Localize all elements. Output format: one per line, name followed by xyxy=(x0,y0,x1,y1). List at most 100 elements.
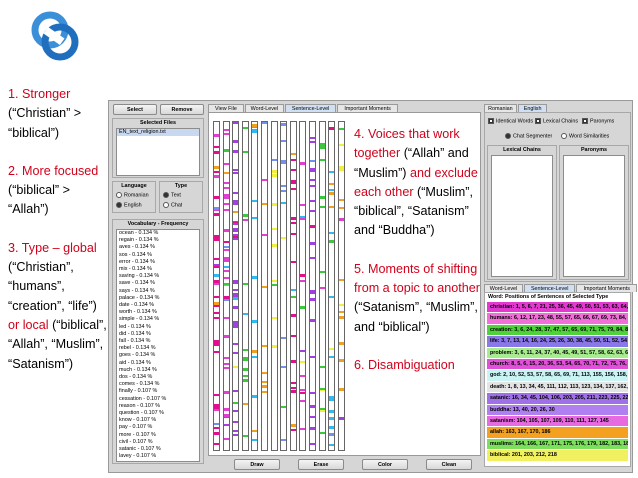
position-row[interactable]: death: 1, 8, 13, 34, 45, 111, 112, 113, … xyxy=(487,381,628,394)
sentence-mark xyxy=(223,241,229,243)
tab[interactable]: Important Moments xyxy=(576,284,638,292)
radio-label: Word Similarities xyxy=(569,133,610,140)
sentence-mark xyxy=(223,257,229,259)
sentence-mark xyxy=(223,229,229,232)
vocabulary-item[interactable]: did - 0.134 % xyxy=(119,330,151,337)
sentence-mark xyxy=(262,234,267,236)
vocabulary-item[interactable]: goes - 0.134 % xyxy=(119,352,156,359)
vocabulary-item[interactable]: more - 0.107 % xyxy=(119,431,156,438)
sentence-column xyxy=(309,121,316,451)
sentence-mark xyxy=(310,356,315,358)
radio-option[interactable]: Romanian xyxy=(116,192,149,198)
sentence-mark xyxy=(290,188,296,190)
vocabulary-item[interactable]: save - 0.134 % xyxy=(119,280,155,287)
radio-option[interactable]: Text xyxy=(163,192,181,198)
vocabulary-item[interactable]: fall - 0.134 % xyxy=(119,338,151,345)
vocabulary-item[interactable]: biblical - 0.107 % xyxy=(117,460,199,461)
vocabulary-item[interactable]: satanic - 0.107 % xyxy=(119,446,161,453)
button[interactable]: Erase xyxy=(298,459,344,470)
vocabulary-item[interactable]: mix - 0.134 % xyxy=(119,266,152,273)
vocabulary-item[interactable]: dos - 0.134 % xyxy=(119,374,153,381)
radio-option[interactable]: Chat Segmenter xyxy=(505,133,552,139)
vocabulary-item[interactable]: much - 0.134 % xyxy=(119,366,157,373)
checkbox-option[interactable]: Paronyms xyxy=(582,118,614,124)
tab[interactable]: Word-Level xyxy=(484,284,523,292)
position-row[interactable]: allah: 163, 167, 170, 186 xyxy=(487,427,628,439)
checkbox-option[interactable]: Identical Words xyxy=(488,118,533,124)
vocabulary-item[interactable]: pay - 0.107 % xyxy=(119,424,153,431)
position-row[interactable]: life: 3, 7, 13, 14, 16, 24, 25, 26, 30, … xyxy=(487,336,628,348)
vocabulary-item[interactable]: aid - 0.134 % xyxy=(119,359,151,366)
vocabulary-item[interactable]: comes - 0.134 % xyxy=(119,381,160,388)
tab[interactable]: Important Moments xyxy=(337,104,398,112)
sentence-mark xyxy=(271,203,277,206)
tab[interactable]: Romanian xyxy=(484,104,517,112)
button[interactable]: Clean xyxy=(426,459,472,470)
position-row[interactable]: muslims: 164, 166, 167, 171, 175, 176, 1… xyxy=(487,438,628,451)
checkbox-option[interactable]: Lexical Chains xyxy=(535,118,578,124)
vocabulary-item[interactable]: sos - 0.134 % xyxy=(119,251,152,258)
vocabulary-item[interactable]: date - 0.134 % xyxy=(119,302,155,309)
button[interactable]: Draw xyxy=(234,459,280,470)
sentence-mark xyxy=(223,391,229,394)
position-row[interactable]: biblical: 201, 203, 212, 218 xyxy=(487,450,628,462)
button[interactable]: Remove xyxy=(160,104,204,115)
sentence-column xyxy=(289,121,297,451)
position-row[interactable]: christian: 1, 5, 6, 7, 21, 25, 36, 45, 4… xyxy=(487,302,628,314)
position-row[interactable]: humans: 6, 12, 17, 23, 48, 55, 57, 65, 6… xyxy=(487,313,628,325)
tab[interactable]: English xyxy=(517,104,548,112)
vocabulary-item[interactable]: simple - 0.134 % xyxy=(119,316,160,323)
vocabulary-item[interactable]: aves - 0.134 % xyxy=(119,244,155,251)
position-row[interactable]: problem: 3, 6, 11, 24, 37, 40, 45, 49, 5… xyxy=(487,347,628,360)
vocabulary-item[interactable]: saving - 0.134 % xyxy=(119,273,160,280)
sentence-mark xyxy=(300,400,306,402)
button[interactable]: Select xyxy=(113,104,157,115)
vocabulary-item[interactable]: worth - 0.134 % xyxy=(119,309,157,316)
sentence-mark xyxy=(271,228,277,230)
button[interactable]: Color xyxy=(362,459,408,470)
sentence-mark xyxy=(214,274,219,277)
vocabulary-item[interactable]: lavey - 0.107 % xyxy=(119,453,157,460)
sentence-mark xyxy=(233,281,239,284)
vocabulary-item[interactable]: palace - 0.134 % xyxy=(119,294,160,301)
sentence-mark xyxy=(290,289,296,291)
radio-option[interactable]: Chat xyxy=(163,202,182,208)
tab[interactable]: View File xyxy=(208,104,244,112)
sentence-mark xyxy=(214,235,219,238)
file-item[interactable]: EN_text_religion.txt xyxy=(117,129,199,137)
sentence-mark xyxy=(223,187,229,189)
tab[interactable]: Word-Level xyxy=(244,104,284,112)
position-row[interactable]: creation: 3, 6, 24, 28, 37, 47, 57, 65, … xyxy=(487,324,628,337)
radio-option[interactable]: English xyxy=(116,202,142,208)
vocabulary-item[interactable]: error - 0.134 % xyxy=(119,258,155,265)
vocabulary-item[interactable]: regain - 0.134 % xyxy=(119,237,159,244)
vocabulary-item[interactable]: civil - 0.107 % xyxy=(119,438,153,445)
sentence-mark xyxy=(223,197,229,199)
sentence-mark xyxy=(242,214,248,217)
position-row[interactable]: buddha: 13, 40, 20, 26, 30 xyxy=(487,404,628,417)
note-highlight: 3. Type – global xyxy=(8,240,97,255)
vocabulary-item[interactable]: question - 0.107 % xyxy=(119,410,164,417)
sentence-mark xyxy=(223,317,229,319)
tab[interactable]: Sentence-Level xyxy=(284,104,337,112)
vocabulary-item[interactable]: cessation - 0.107 % xyxy=(119,395,167,402)
sentence-mark xyxy=(300,218,306,220)
sentence-canvas: 4. Voices that work together (“Allah” an… xyxy=(208,112,481,456)
vocabulary-item[interactable]: reason - 0.107 % xyxy=(119,402,161,409)
sentence-mark xyxy=(242,313,248,315)
tab[interactable]: Sentence-Level xyxy=(524,284,576,292)
position-row[interactable]: satanism: 104, 105, 107, 109, 110, 111, … xyxy=(487,416,628,428)
vocabulary-item[interactable]: led - 0.134 % xyxy=(119,323,151,330)
vocabulary-item[interactable]: ocean - 0.134 % xyxy=(119,230,159,236)
vocabulary-item[interactable]: says - 0.134 % xyxy=(119,287,155,294)
vocabulary-item[interactable]: know - 0.107 % xyxy=(119,417,157,424)
vocabulary-item[interactable]: finally - 0.107 % xyxy=(119,388,158,395)
vocabulary-item[interactable]: rebel - 0.134 % xyxy=(119,345,156,352)
position-row[interactable]: church: 8, 5, 6, 15, 20, 36, 53, 54, 65,… xyxy=(487,359,628,371)
position-row[interactable]: satanic: 16, 34, 45, 104, 106, 203, 205,… xyxy=(487,393,628,405)
position-row[interactable]: god: 2, 10, 52, 53, 57, 58, 65, 69, 71, … xyxy=(487,370,628,382)
sentence-mark xyxy=(319,196,325,199)
sentence-mark xyxy=(214,343,219,345)
radio-option[interactable]: Word Similarities xyxy=(561,133,609,139)
sentence-mark xyxy=(233,343,239,345)
